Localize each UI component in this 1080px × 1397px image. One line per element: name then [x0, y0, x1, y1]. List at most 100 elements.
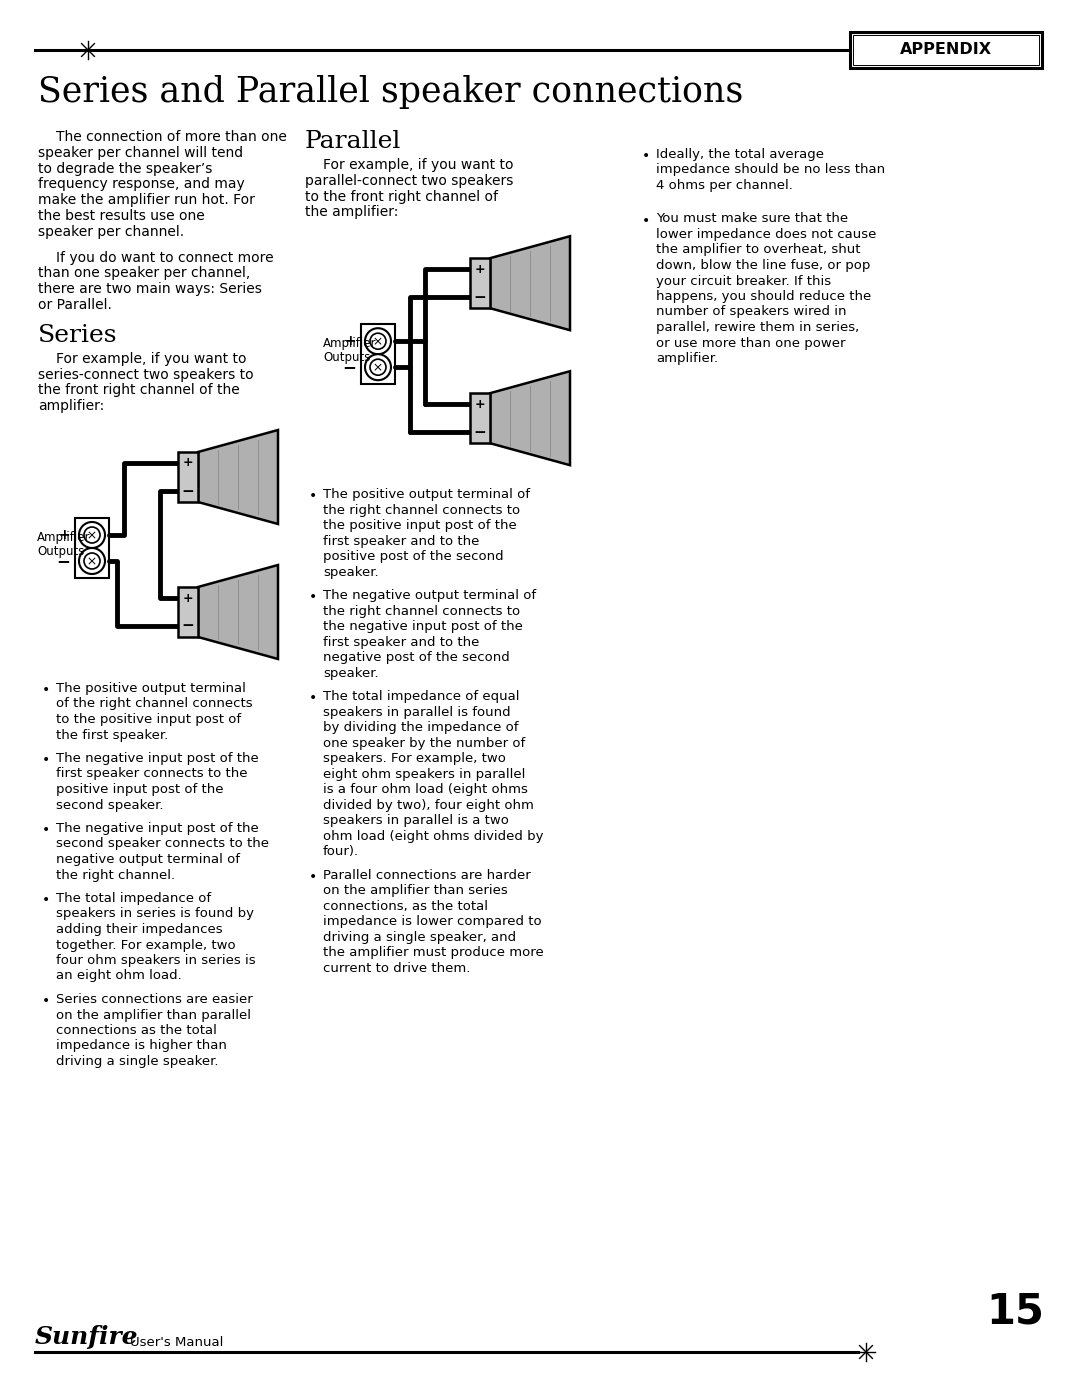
Text: •: • [42, 823, 50, 837]
Text: is a four ohm load (eight ohms: is a four ohm load (eight ohms [323, 784, 528, 796]
Text: current to drive them.: current to drive them. [323, 961, 471, 975]
Text: lower impedance does not cause: lower impedance does not cause [656, 228, 876, 242]
Text: +: + [183, 457, 193, 469]
Text: the amplifier to overheat, shut: the amplifier to overheat, shut [656, 243, 861, 257]
Text: •: • [309, 870, 318, 884]
Bar [470, 393, 490, 443]
Text: than one speaker per channel,: than one speaker per channel, [38, 267, 251, 281]
Polygon shape [198, 564, 278, 659]
Circle shape [365, 328, 391, 355]
Bar [853, 35, 1039, 66]
Text: Ideally, the total average: Ideally, the total average [656, 148, 824, 161]
Text: −: − [474, 425, 486, 440]
Text: •: • [42, 995, 50, 1009]
Text: second speaker connects to the: second speaker connects to the [56, 837, 269, 851]
Text: the first speaker.: the first speaker. [56, 728, 168, 742]
Text: on the amplifier than parallel: on the amplifier than parallel [56, 1009, 251, 1021]
Text: Outputs: Outputs [323, 351, 370, 365]
Text: 15: 15 [986, 1289, 1044, 1331]
Text: connections, as the total: connections, as the total [323, 900, 488, 912]
Text: The negative input post of the: The negative input post of the [56, 821, 259, 835]
Text: positive input post of the: positive input post of the [56, 782, 224, 796]
Text: •: • [42, 683, 50, 697]
Text: +: + [58, 528, 70, 542]
Bar [75, 518, 109, 578]
Text: speakers. For example, two: speakers. For example, two [323, 752, 505, 766]
Text: The connection of more than one: The connection of more than one [56, 130, 287, 144]
Text: amplifier:: amplifier: [38, 400, 105, 414]
Text: parallel-connect two speakers: parallel-connect two speakers [305, 173, 513, 187]
Text: the best results use one: the best results use one [38, 210, 205, 224]
Circle shape [79, 548, 105, 574]
Text: first speaker and to the: first speaker and to the [323, 535, 480, 548]
Text: your circuit breaker. If this: your circuit breaker. If this [656, 274, 832, 288]
Text: driving a single speaker.: driving a single speaker. [56, 1055, 218, 1067]
Text: parallel, rewire them in series,: parallel, rewire them in series, [656, 321, 860, 334]
Text: number of speakers wired in: number of speakers wired in [656, 306, 847, 319]
Text: one speaker by the number of: one speaker by the number of [323, 736, 525, 750]
Text: +: + [183, 591, 193, 605]
Text: •: • [642, 149, 650, 163]
Text: second speaker.: second speaker. [56, 799, 163, 812]
Text: or use more than one power: or use more than one power [656, 337, 846, 349]
Text: •: • [309, 489, 318, 503]
Text: the right channel.: the right channel. [56, 869, 175, 882]
Text: −: − [342, 358, 356, 376]
Text: together. For example, two: together. For example, two [56, 939, 235, 951]
Text: ohm load (eight ohms divided by: ohm load (eight ohms divided by [323, 830, 543, 842]
Text: an eight ohm load.: an eight ohm load. [56, 970, 181, 982]
Text: amplifier.: amplifier. [656, 352, 718, 365]
Circle shape [79, 522, 105, 548]
Polygon shape [490, 236, 570, 330]
Text: Parallel connections are harder: Parallel connections are harder [323, 869, 530, 882]
Text: The total impedance of equal: The total impedance of equal [323, 690, 519, 703]
Text: •: • [642, 214, 650, 228]
Text: first speaker and to the: first speaker and to the [323, 636, 480, 648]
Text: by dividing the impedance of: by dividing the impedance of [323, 721, 518, 735]
Text: driving a single speaker, and: driving a single speaker, and [323, 930, 516, 944]
Text: •: • [42, 893, 50, 907]
Text: +: + [475, 398, 485, 411]
Text: speaker per channel.: speaker per channel. [38, 225, 184, 239]
Text: frequency response, and may: frequency response, and may [38, 177, 245, 191]
Text: the right channel connects to: the right channel connects to [323, 605, 521, 617]
Text: of the right channel connects: of the right channel connects [56, 697, 253, 711]
Text: User's Manual: User's Manual [130, 1336, 224, 1350]
Text: speaker.: speaker. [323, 666, 379, 680]
Text: Outputs: Outputs [37, 545, 84, 557]
Text: The positive output terminal of: The positive output terminal of [323, 488, 530, 502]
Text: impedance is lower compared to: impedance is lower compared to [323, 915, 542, 928]
Text: impedance is higher than: impedance is higher than [56, 1039, 227, 1052]
Text: +: + [475, 263, 485, 275]
Text: You must make sure that the: You must make sure that the [656, 212, 848, 225]
Text: −: − [56, 552, 70, 570]
Polygon shape [198, 430, 278, 524]
Text: •: • [309, 590, 318, 604]
Text: the front right channel of the: the front right channel of the [38, 383, 240, 397]
Text: make the amplifier run hot. For: make the amplifier run hot. For [38, 193, 255, 207]
Text: Amplifier: Amplifier [323, 337, 377, 351]
Text: series-connect two speakers to: series-connect two speakers to [38, 367, 254, 381]
Text: −: − [181, 483, 194, 499]
Bar [850, 32, 1042, 68]
Text: −: − [474, 289, 486, 305]
Text: the positive input post of the: the positive input post of the [323, 520, 516, 532]
Text: impedance should be no less than: impedance should be no less than [656, 163, 886, 176]
Text: Amplifier: Amplifier [37, 531, 91, 543]
Text: For example, if you want to: For example, if you want to [56, 352, 246, 366]
Text: negative output terminal of: negative output terminal of [56, 854, 240, 866]
Text: there are two main ways: Series: there are two main ways: Series [38, 282, 261, 296]
Text: Parallel: Parallel [305, 130, 402, 154]
Text: speakers in parallel is a two: speakers in parallel is a two [323, 814, 509, 827]
Text: happens, you should reduce the: happens, you should reduce the [656, 291, 872, 303]
Bar [178, 587, 198, 637]
Text: connections as the total: connections as the total [56, 1024, 217, 1037]
Text: Sunfire: Sunfire [35, 1324, 138, 1350]
Bar [178, 453, 198, 502]
Text: four).: four). [323, 845, 360, 858]
Polygon shape [490, 372, 570, 465]
Text: speaker per channel will tend: speaker per channel will tend [38, 145, 243, 159]
Text: Series: Series [38, 324, 118, 346]
Text: negative post of the second: negative post of the second [323, 651, 510, 664]
Text: speakers in series is found by: speakers in series is found by [56, 908, 254, 921]
